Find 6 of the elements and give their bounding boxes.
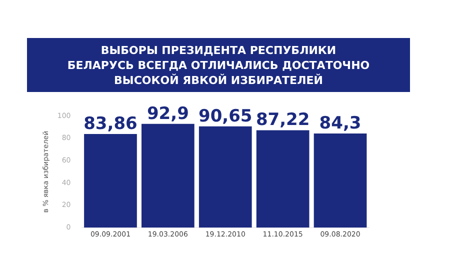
- chart-title: ВЫБОРЫ ПРЕЗИДЕНТА РЕСПУБЛИКИ БЕЛАРУСЬ ВСЕГДА ОТЛИЧАЛИСЬ ДОСТАТОЧНО ВЫСОКОЙ ЯВКОЙ ИЗБИРАТЕЛЕЙ: [27, 38, 410, 92]
- data-label: 84,3: [319, 113, 362, 134]
- data-label: 83,86: [84, 114, 138, 134]
- data-label: 92,9: [146, 104, 189, 124]
- data-label: 90,65: [198, 106, 252, 126]
- data-label: 87,22: [256, 110, 310, 130]
